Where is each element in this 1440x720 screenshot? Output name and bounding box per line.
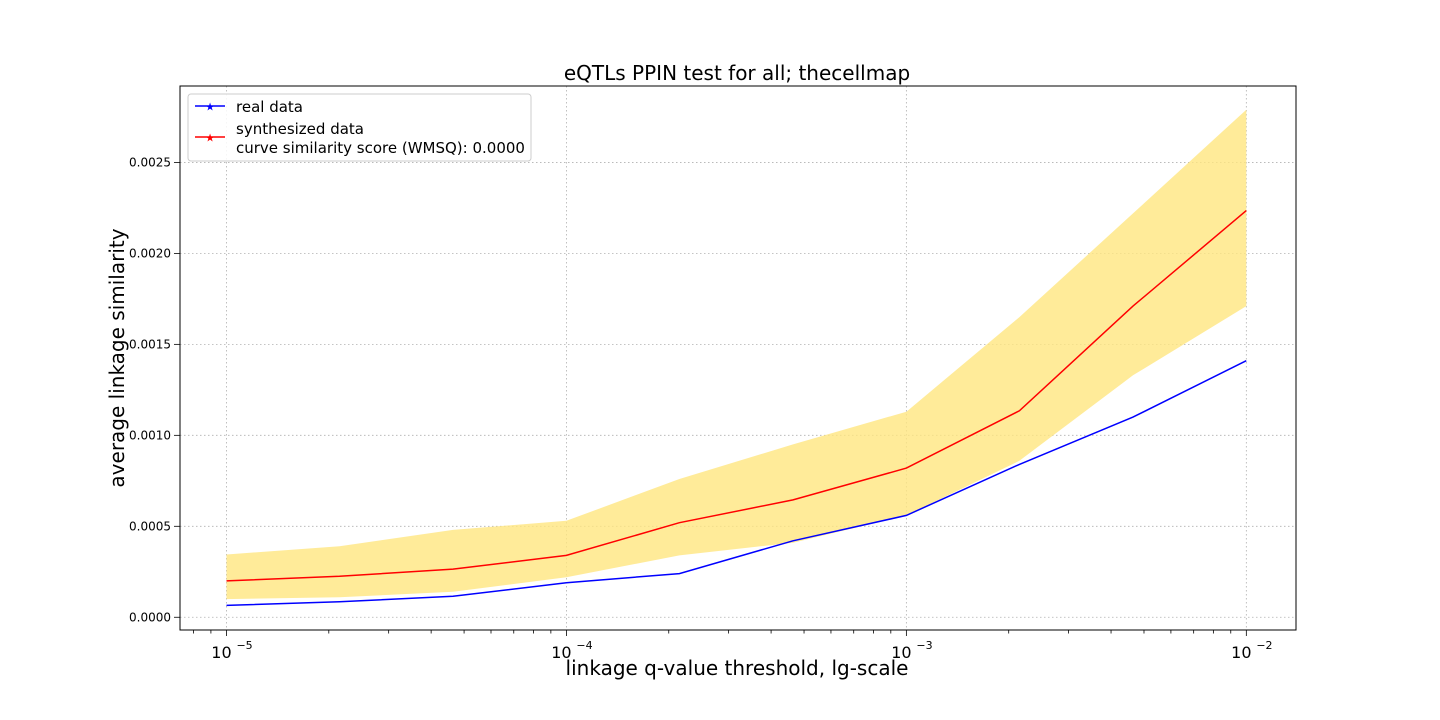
legend-synth-note: curve similarity score (WMSQ): 0.0000 <box>236 139 525 157</box>
legend-real-marker: ★ <box>205 101 215 114</box>
x-tick-label-exponent: −3 <box>916 639 932 652</box>
x-tick-label: 10 <box>1231 643 1251 662</box>
plot-frame <box>179 85 1297 631</box>
legend-synth-label: synthesized data <box>236 120 364 138</box>
y-tick-label: 0.0015 <box>129 337 171 351</box>
y-tick-label: 0.0000 <box>129 610 171 624</box>
x-axis-label: linkage q-value threshold, lg-scale <box>566 656 909 680</box>
y-axis-label: average linkage similarity <box>105 228 129 487</box>
x-tick-label-exponent: −5 <box>236 639 252 652</box>
x-tick-label: 10 <box>211 643 231 662</box>
x-tick-label: 10 <box>891 643 911 662</box>
y-tick-label: 0.0010 <box>129 428 171 442</box>
legend: ★ real data ★ synthesized data curve sim… <box>187 93 532 162</box>
lines-layer <box>226 210 1247 607</box>
synthesized-data-band <box>226 109 1247 600</box>
synthesized-data-line <box>226 210 1247 582</box>
band-layer <box>226 109 1247 600</box>
legend-synth-marker: ★ <box>205 132 215 145</box>
legend-box <box>187 93 532 162</box>
real-data-line <box>226 360 1247 607</box>
x-tick-label-exponent: −2 <box>1256 639 1272 652</box>
y-tick-label: 0.0005 <box>129 519 171 533</box>
legend-real-label: real data <box>236 98 303 116</box>
y-tick-label: 0.0020 <box>129 246 171 260</box>
chart-title: eQTLs PPIN test for all; thecellmap <box>564 61 910 85</box>
x-tick-label: 10 <box>551 643 571 662</box>
y-tick-label: 0.0025 <box>129 155 171 169</box>
x-axis: 10 −5 10 −4 10 −3 10 −2 <box>193 630 1273 662</box>
x-tick-label-exponent: −4 <box>576 639 592 652</box>
y-axis: 0.0000 0.0005 0.0010 0.0015 0.0020 0.0025 <box>129 155 180 624</box>
